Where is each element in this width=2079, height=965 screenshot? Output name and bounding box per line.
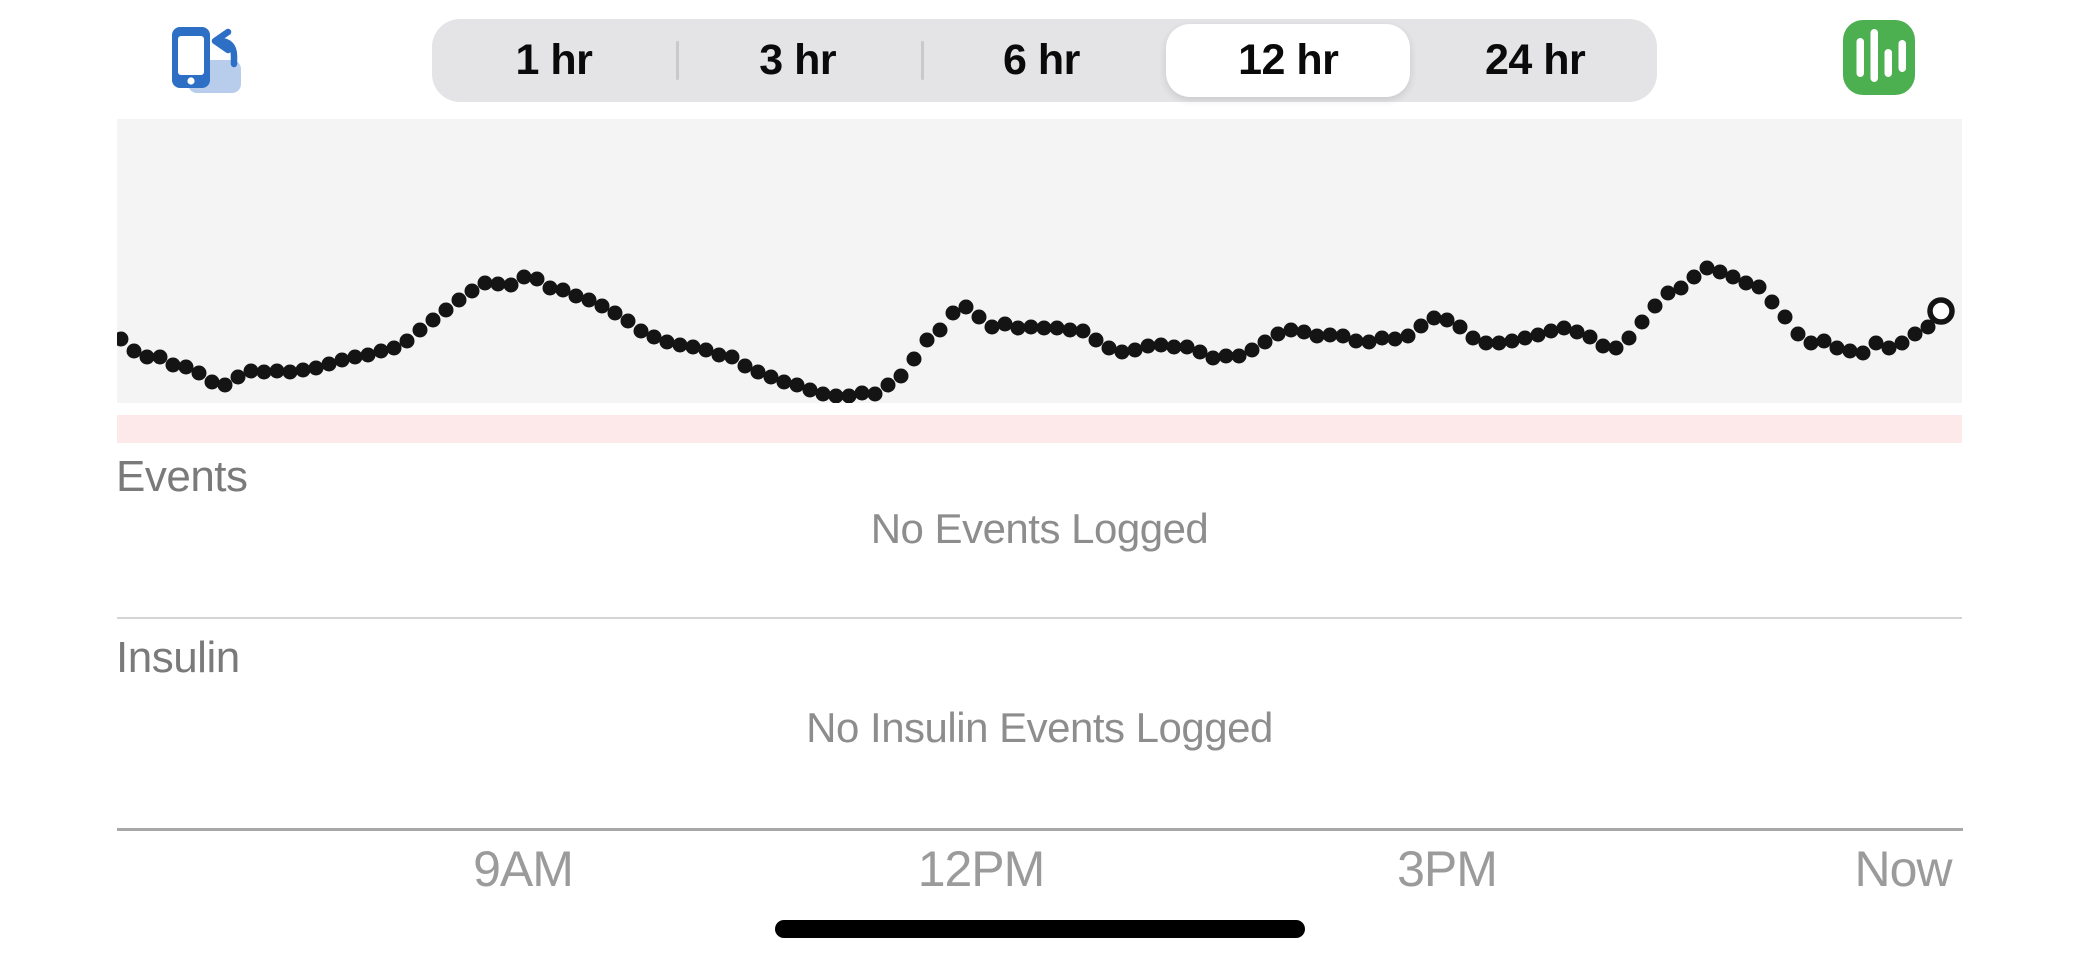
chart-plot-background	[117, 119, 1962, 403]
time-range-label: 6 hr	[1003, 36, 1080, 84]
axis-label-9am: 9AM	[473, 841, 574, 897]
section-divider	[117, 617, 1962, 619]
time-axis-line	[117, 828, 1963, 831]
events-section-title: Events	[116, 452, 248, 501]
time-range-label: 3 hr	[759, 36, 837, 84]
low-glucose-band	[117, 415, 1962, 443]
insulin-section-title: Insulin	[116, 633, 240, 682]
bar-waveform-icon	[1843, 20, 1915, 95]
glucose-dots	[117, 260, 1936, 403]
axis-label-3pm: 3PM	[1397, 841, 1498, 897]
time-range-option-12hr-selected[interactable]: 12 hr	[1166, 24, 1411, 97]
time-range-option-24hr[interactable]: 24 hr	[1413, 19, 1657, 102]
rotate-screen-button[interactable]	[160, 18, 260, 108]
insulin-empty-message: No Insulin Events Logged	[806, 704, 1273, 751]
time-range-label: 24 hr	[1484, 36, 1586, 84]
axis-label-12pm: 12PM	[917, 841, 1046, 897]
segment-separator	[921, 41, 924, 80]
axis-label-now: Now	[1854, 841, 1952, 897]
time-range-selector: 1 hr 3 hr 6 hr 12 hr 24 hr	[432, 19, 1657, 102]
time-range-label: 12 hr	[1238, 36, 1339, 84]
home-indicator[interactable]	[775, 920, 1305, 938]
segment-separator	[676, 41, 679, 80]
time-range-label: 1 hr	[515, 36, 593, 84]
time-range-option-6hr[interactable]: 6 hr	[920, 19, 1164, 102]
time-range-option-3hr[interactable]: 3 hr	[676, 19, 920, 102]
current-glucose-dot	[1927, 297, 1955, 325]
events-empty-message: No Events Logged	[870, 505, 1209, 552]
chart-style-button[interactable]	[1843, 20, 1915, 95]
time-range-option-1hr[interactable]: 1 hr	[432, 19, 676, 102]
rotate-phone-icon	[172, 27, 241, 93]
